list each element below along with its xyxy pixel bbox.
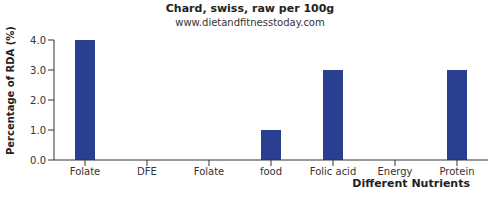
svg-text:Energy: Energy [377, 166, 412, 177]
html-text:Different Nutrients: Different Nutrients [352, 177, 470, 190]
svg-text:2.0: 2.0 [30, 95, 46, 106]
svg-text:3.0: 3.0 [30, 65, 46, 76]
svg-text:Folic acid: Folic acid [310, 166, 357, 177]
svg-text:DFE: DFE [137, 166, 157, 177]
svg-text:1.0: 1.0 [30, 125, 46, 136]
svg-text:0.0: 0.0 [30, 155, 46, 166]
svg-text:Folate: Folate [194, 166, 225, 177]
svg-text:Percentage of RDA (%): Percentage of RDA (%) [8, 26, 16, 155]
svg-text:food: food [260, 166, 282, 177]
svg-text:Protein: Protein [439, 166, 474, 177]
html-text:www.dietandfitnesstoday.com: www.dietandfitnesstoday.com [175, 17, 325, 28]
html-text:Chard, swiss, raw per 100g: Chard, swiss, raw per 100g [165, 2, 335, 15]
svg-text:Folate: Folate [70, 166, 101, 177]
svg-text:4.0: 4.0 [30, 35, 46, 46]
